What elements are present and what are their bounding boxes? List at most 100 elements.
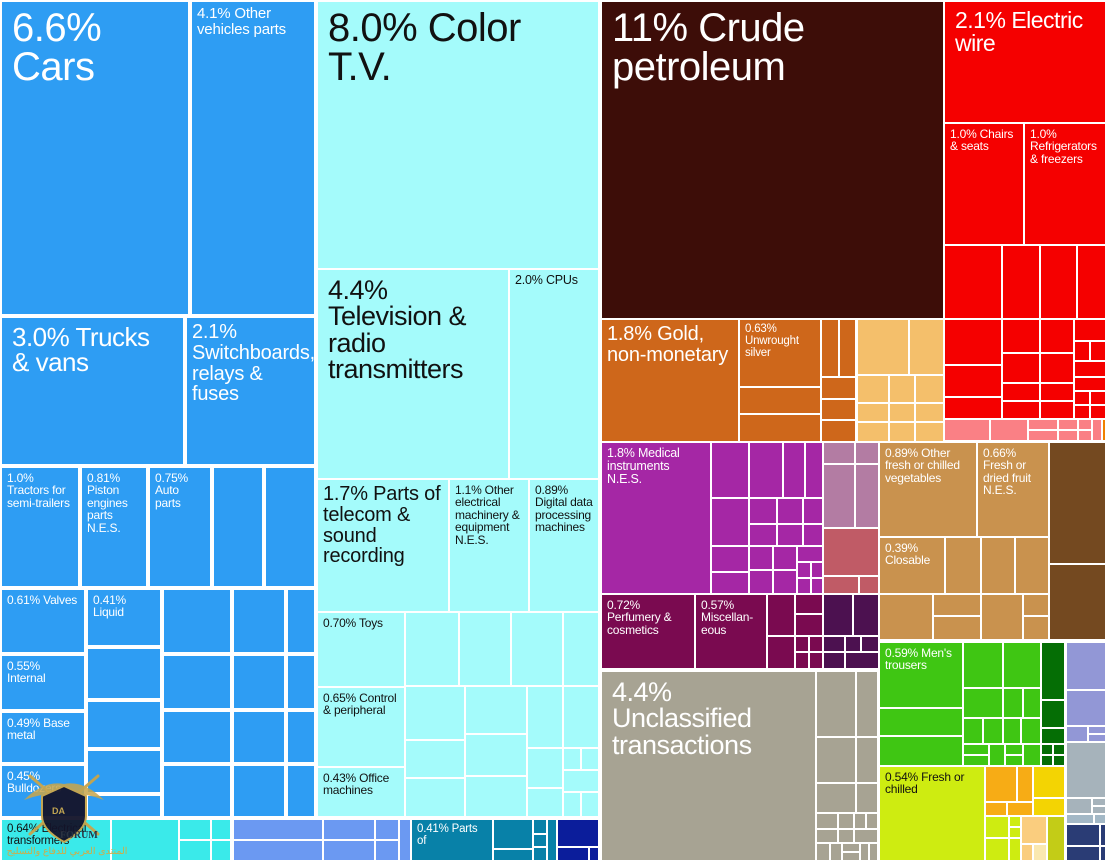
cell-closable[interactable]: 0.39% Closable (880, 538, 944, 593)
electronics-cell[interactable] (460, 613, 510, 685)
fresh-chilled-foods-cell[interactable] (1022, 817, 1046, 843)
electric-red-cell[interactable] (1029, 431, 1057, 440)
grayblue-group-cell[interactable] (1067, 743, 1105, 797)
cell-color-tv[interactable]: 8.0% Color T.V. (318, 2, 598, 268)
agriculture-tan-cell[interactable] (1050, 565, 1105, 639)
textiles-green-cell[interactable] (1054, 745, 1064, 754)
medical-chemicals-cell[interactable] (750, 525, 776, 545)
agriculture-tan-cell[interactable] (934, 595, 980, 615)
gold-minerals-cell[interactable] (890, 423, 914, 441)
vehicles-machinery-cell[interactable] (234, 712, 284, 762)
parts-teal-cell[interactable] (548, 820, 556, 860)
textiles-green-cell[interactable] (990, 745, 1004, 765)
cell-control-peripheral[interactable]: 0.65% Control & peripheral (318, 688, 404, 766)
electronics-cell[interactable] (406, 687, 464, 739)
gold-minerals-cell[interactable] (740, 415, 820, 441)
lavender-group-cell[interactable] (1089, 727, 1105, 733)
textiles-green-cell[interactable] (880, 737, 962, 765)
gold-minerals-cell[interactable] (740, 388, 820, 413)
vehicles-machinery-cell[interactable] (164, 656, 230, 708)
medical-chemicals-cell[interactable] (774, 547, 796, 569)
fresh-chilled-foods-cell[interactable] (986, 817, 1008, 837)
vehicles-machinery-cell[interactable] (88, 649, 160, 698)
medical-chemicals-cell[interactable] (806, 443, 822, 497)
textiles-green-cell[interactable] (984, 719, 1002, 743)
medical-chemicals-cell[interactable] (862, 637, 878, 651)
medical-chemicals-cell[interactable] (824, 637, 844, 651)
fresh-chilled-foods-cell[interactable] (986, 839, 1008, 860)
fresh-chilled-foods-cell[interactable] (986, 767, 1016, 801)
textiles-green-cell[interactable] (964, 689, 1002, 717)
gold-minerals-cell[interactable] (858, 404, 888, 421)
fresh-chilled-foods-cell[interactable] (1018, 767, 1032, 801)
gold-minerals-cell[interactable] (916, 404, 943, 421)
medical-chemicals-cell[interactable] (854, 595, 878, 635)
electric-red-cell[interactable] (1079, 431, 1091, 440)
electrical-transformers-cell[interactable] (112, 820, 178, 860)
navy-corner-cell[interactable] (1067, 815, 1093, 823)
electric-red-cell[interactable] (1041, 384, 1073, 400)
electronics-cell[interactable] (466, 777, 526, 816)
electrical-transformers-cell[interactable] (212, 820, 230, 839)
medical-chemicals-cell[interactable] (750, 499, 776, 523)
unclassified-cell[interactable] (817, 814, 837, 828)
cell-base-metal[interactable]: 0.49% Base metal (2, 713, 84, 762)
unclassified-cell[interactable] (861, 844, 868, 860)
unclassified-cell[interactable] (843, 853, 859, 860)
electronics-cell[interactable] (564, 793, 580, 816)
gold-minerals-cell[interactable] (916, 376, 943, 402)
electric-red-cell[interactable] (945, 320, 1001, 364)
cell-switchboards[interactable]: 2.1% Switchboards, relays & fuses (187, 318, 314, 464)
electric-red-cell[interactable] (945, 420, 989, 440)
textiles-green-cell[interactable] (1042, 643, 1064, 699)
cell-unwrought-silver[interactable]: 0.63% Unwrought silver (740, 320, 820, 386)
electric-red-cell[interactable] (1091, 406, 1105, 418)
electric-red-cell[interactable] (1059, 431, 1077, 440)
vehicles-machinery-cell[interactable] (288, 766, 314, 816)
periwinkle-group-cell[interactable] (324, 820, 374, 839)
unclassified-cell[interactable] (867, 814, 877, 828)
parts-teal-cell[interactable] (534, 820, 546, 833)
electric-red-cell[interactable] (1041, 320, 1073, 352)
medical-chemicals-cell[interactable] (712, 443, 748, 497)
periwinkle-group-cell[interactable] (400, 820, 410, 860)
lavender-group-cell[interactable] (1089, 735, 1105, 741)
unclassified-cell[interactable] (831, 844, 841, 860)
textiles-green-cell[interactable] (1054, 756, 1064, 765)
textiles-green-cell[interactable] (1042, 701, 1064, 727)
vehicles-machinery-cell[interactable] (214, 468, 262, 586)
electric-red-cell[interactable] (1075, 392, 1089, 404)
medical-chemicals-cell[interactable] (774, 571, 796, 593)
medical-chemicals-cell[interactable] (798, 547, 822, 561)
unclassified-cell[interactable] (839, 830, 853, 842)
unclassified-cell[interactable] (817, 844, 829, 860)
cell-crude-petroleum[interactable]: 11% Crude petroleum (602, 2, 943, 318)
electronics-cell[interactable] (528, 749, 562, 787)
parts-teal-cell[interactable] (534, 848, 546, 860)
electrical-transformers-cell[interactable] (212, 841, 230, 860)
dark-navy-group-cell[interactable] (558, 820, 598, 846)
lavender-group-cell[interactable] (1067, 691, 1105, 725)
electric-red-cell[interactable] (1003, 246, 1039, 318)
textiles-green-cell[interactable] (1042, 756, 1052, 765)
medical-chemicals-cell[interactable] (810, 637, 822, 651)
electric-red-cell[interactable] (1003, 402, 1039, 418)
cell-gold[interactable]: 1.8% Gold, non-monetary (602, 320, 738, 441)
medical-chemicals-cell[interactable] (796, 595, 822, 613)
medical-chemicals-cell[interactable] (798, 579, 810, 593)
cell-trucks-vans[interactable]: 3.0% Trucks & vans (2, 318, 183, 464)
gold-minerals-cell[interactable] (822, 320, 838, 376)
cell-tractors[interactable]: 1.0% Tractors for semi-trailers (2, 468, 78, 586)
cell-digital-data[interactable]: 0.89% Digital data processing machines (530, 480, 598, 611)
medical-chemicals-cell[interactable] (768, 595, 794, 635)
cell-internal[interactable]: 0.55% Internal (2, 656, 84, 709)
gold-minerals-cell[interactable] (858, 423, 888, 441)
electronics-cell[interactable] (564, 613, 598, 685)
lavender-group-cell[interactable] (1067, 643, 1105, 689)
unclassified-cell[interactable] (857, 784, 877, 812)
electronics-cell[interactable] (528, 789, 562, 816)
medical-chemicals-cell[interactable] (796, 615, 822, 635)
cell-chairs-seats[interactable]: 1.0% Chairs & seats (945, 124, 1023, 244)
electric-red-cell[interactable] (991, 420, 1027, 440)
gold-minerals-cell[interactable] (910, 320, 943, 374)
